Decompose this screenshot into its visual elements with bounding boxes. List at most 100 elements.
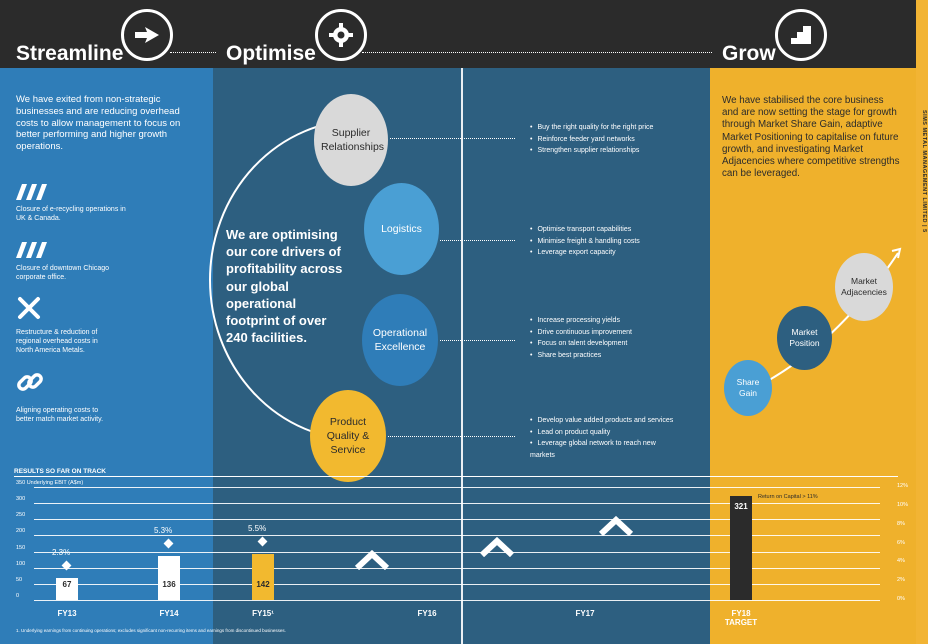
- vertical-divider: [461, 0, 463, 644]
- tools-icon: [16, 295, 42, 326]
- stage-title-grow: Grow: [722, 42, 776, 65]
- arrow-hand-icon: [121, 9, 173, 61]
- y-tick-label: 300: [16, 496, 26, 503]
- bar: [56, 578, 78, 600]
- driver-arrow-3: [440, 340, 515, 341]
- roc-diamond: [163, 538, 174, 549]
- bubble-operational-excellence: Operational Excellence: [362, 294, 438, 386]
- x-tick-label: FY17: [575, 609, 595, 618]
- bar: [730, 496, 752, 600]
- bubble-label: Operational Excellence: [372, 327, 428, 353]
- bullet-item: Minimise freight & handling costs: [530, 236, 639, 248]
- driver-arrow-1: [390, 138, 515, 139]
- bullets-logistics: Optimise transport capabilities Minimise…: [530, 224, 640, 259]
- bubble-label: Market Adjacencies: [841, 276, 887, 297]
- trend-chevron-icon: [480, 537, 514, 557]
- bullet-item: Reinforce feeder yard networks: [530, 134, 653, 146]
- chart-title-rule: [14, 476, 898, 477]
- bubble-label: Product Quality & Service: [326, 416, 370, 456]
- y-right-tick-label: 10%: [897, 501, 909, 508]
- connector-dotline-1: [170, 52, 216, 53]
- trend-chevron-icon: [599, 516, 633, 536]
- bubble-label: Market Position: [789, 327, 820, 348]
- slashes-icon: [16, 242, 50, 263]
- chain-link-icon: [16, 368, 44, 401]
- chart-gridline: [34, 535, 880, 537]
- bar: [252, 554, 274, 600]
- bullet-item: Focus on talent development: [530, 338, 632, 350]
- trend-chevron-icon: [355, 550, 389, 570]
- x-tick-label: FY16: [417, 609, 437, 618]
- bullet-item: Increase processing yields: [530, 315, 632, 327]
- bubble-logistics: Logistics: [364, 183, 439, 275]
- roc-diamond: [257, 536, 268, 547]
- streamline-intro: We have exited from non-strategic busine…: [16, 94, 181, 153]
- streamline-item-2: Closure of downtown Chicago corporate of…: [16, 265, 109, 281]
- bullet-item: Drive continuous improvement: [530, 327, 632, 339]
- chart-gridline: [34, 503, 880, 505]
- side-strip: SIMS METAL MANAGEMENT LIMITED | 5: [916, 0, 928, 644]
- y-tick-label: 0: [16, 593, 20, 599]
- chart-gridline: [34, 519, 880, 521]
- chart-gridline: [34, 551, 880, 553]
- bubble-label: Logistics: [381, 223, 422, 235]
- y-tick-label: 250: [16, 512, 26, 519]
- bar-value-label: 142: [256, 580, 270, 589]
- bubble-market-position: Market Position: [777, 306, 832, 370]
- bullet-item: Leverage global network to reach new mar…: [530, 438, 660, 461]
- bar-value-label: 67: [62, 580, 72, 589]
- steps-icon: [775, 9, 827, 61]
- chart-gridline: [34, 487, 880, 488]
- y-right-tick-label: 4%: [897, 558, 905, 565]
- bubble-label: Supplier Relationships: [321, 127, 385, 153]
- optimise-arc: [209, 119, 361, 441]
- y-tick-label: 200: [16, 528, 26, 535]
- bubble-label: Share Gain: [736, 377, 760, 398]
- y-right-tick-label: 0%: [897, 596, 905, 602]
- roc-diamond: [61, 560, 72, 571]
- bar-value-label: 321: [734, 502, 748, 512]
- streamline-item-1: Closure of e-recycling operations in UK …: [16, 206, 126, 222]
- x-tick-label: FY18 TARGET: [724, 609, 758, 627]
- y-right-tick-label: 12%: [897, 483, 909, 489]
- side-text: SIMS METAL MANAGEMENT LIMITED | 5: [921, 110, 927, 233]
- bullet-item: Buy the right quality for the right pric…: [530, 122, 653, 134]
- x-tick-label: FY13: [57, 609, 77, 618]
- y-tick-label: 150: [16, 544, 26, 551]
- y-right-tick-label: 8%: [897, 520, 905, 527]
- bar: [158, 556, 180, 600]
- optimise-statement: We are optimising our core drivers of pr…: [226, 227, 343, 346]
- driver-arrow-2: [440, 240, 515, 241]
- bar-value-label: 136: [162, 580, 176, 589]
- roc-label: 5.5%: [248, 524, 267, 534]
- bullet-item: Share best practices: [530, 350, 632, 362]
- bullets-product: Develop value added products and service…: [530, 415, 700, 461]
- chart-title: RESULTS SO FAR ON TRACK: [14, 468, 106, 475]
- bullet-item: Strengthen supplier relationships: [530, 145, 653, 157]
- stage-title-optimise: Optimise: [226, 42, 316, 65]
- gear-icon: [315, 9, 367, 61]
- chart-gridline: [34, 600, 880, 601]
- stage-title-streamline: Streamline: [16, 42, 124, 65]
- y-tick-label: 50: [16, 576, 23, 583]
- bubble-share-gain: Share Gain: [724, 360, 772, 416]
- roc-label: 2.3%: [52, 548, 71, 558]
- bubble-market-adjacencies: Market Adjacencies: [835, 253, 893, 321]
- bullet-item: Lead on product quality: [530, 427, 700, 439]
- connector-dotline-2: [362, 52, 712, 53]
- chart-gridline: [34, 567, 880, 569]
- chart-footnote: 1. Underlying earnings from continuing o…: [16, 628, 286, 633]
- streamline-panel: [0, 68, 213, 644]
- x-tick-label: FY15¹: [252, 609, 274, 618]
- y-tick-label: 350 Underlying EBIT (A$m): [16, 480, 84, 486]
- streamline-item-3: Restructure & reduction of regional over…: [16, 329, 98, 354]
- bubble-supplier-relationships: Supplier Relationships: [314, 94, 388, 186]
- grow-intro: We have stabilised the core business and…: [722, 95, 900, 180]
- bubble-product-quality: Product Quality & Service: [310, 390, 386, 482]
- bullet-item: Leverage export capacity: [530, 247, 640, 259]
- chart-gridline: [34, 583, 880, 585]
- y-right-tick-label: 2%: [897, 577, 905, 584]
- slashes-icon: [16, 184, 50, 205]
- bullets-supplier: Buy the right quality for the right pric…: [530, 122, 653, 157]
